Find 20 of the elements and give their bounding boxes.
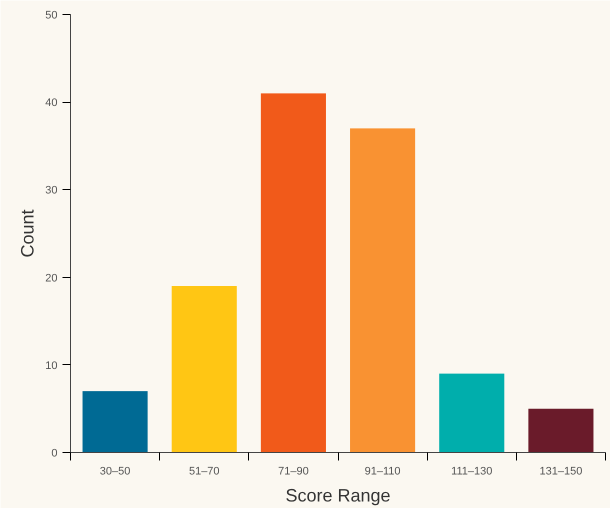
y-axis-title: Count [17, 209, 38, 258]
bar [528, 408, 594, 452]
x-tick-label: 111–130 [451, 466, 492, 478]
bar [260, 93, 326, 452]
x-tick-label: 91–110 [364, 466, 401, 478]
bar [172, 286, 237, 452]
bar [439, 374, 504, 452]
y-tick-label: 50 [45, 10, 58, 22]
x-tick-label: 30–50 [100, 466, 130, 478]
x-tick-label: 131–150 [540, 466, 582, 478]
y-tick-label: 40 [45, 97, 58, 110]
y-tick-label: 10 [45, 360, 58, 372]
x-tick-label: 51–70 [188, 466, 220, 478]
x-tick-label: 71–90 [278, 466, 309, 478]
x-axis-title: Score Range [285, 486, 391, 506]
y-tick-label: 20 [45, 272, 58, 284]
bar [350, 128, 416, 452]
y-tick-label: 0 [51, 448, 58, 460]
y-tick-label: 30 [45, 184, 58, 197]
bar [82, 391, 148, 452]
